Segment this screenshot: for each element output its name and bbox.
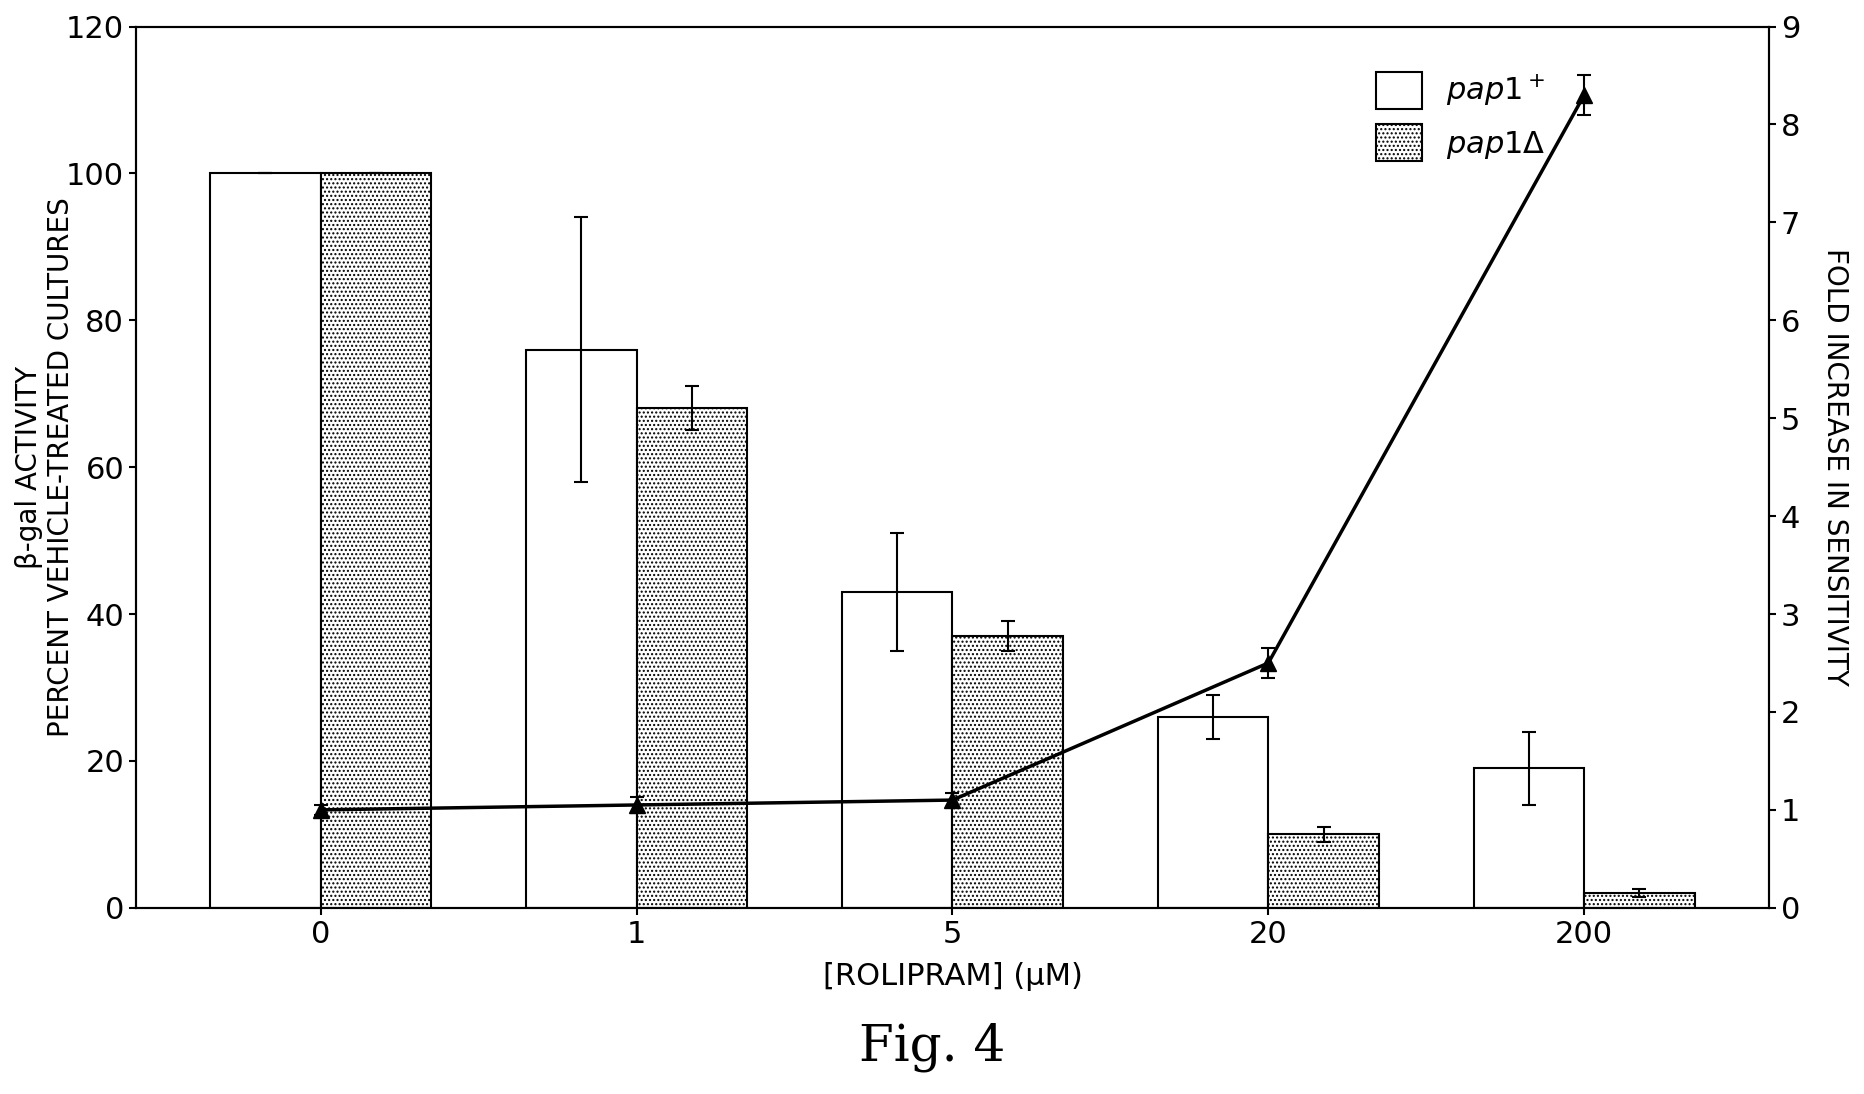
Legend: $\it{pap1}^+$, $\it{pap1}\Delta$: $\it{pap1}^+$, $\it{pap1}\Delta$ (1363, 59, 1558, 174)
Bar (1584, 893, 1694, 908)
X-axis label: [ROLIPRAM] (μM): [ROLIPRAM] (μM) (822, 963, 1083, 991)
Bar (526, 350, 637, 908)
Bar (1268, 835, 1379, 908)
Bar (843, 592, 953, 908)
Bar (211, 173, 321, 908)
Bar (953, 636, 1062, 908)
Bar (321, 173, 431, 908)
Bar (1158, 717, 1268, 908)
Y-axis label: β-gal ACTIVITY
PERCENT VEHICLE-TREATED CULTURES: β-gal ACTIVITY PERCENT VEHICLE-TREATED C… (15, 197, 75, 737)
Text: Fig. 4: Fig. 4 (859, 1023, 1005, 1072)
Y-axis label: FOLD INCREASE IN SENSITIVITY: FOLD INCREASE IN SENSITIVITY (1821, 248, 1849, 686)
Bar (637, 408, 747, 908)
Bar (1474, 768, 1584, 908)
